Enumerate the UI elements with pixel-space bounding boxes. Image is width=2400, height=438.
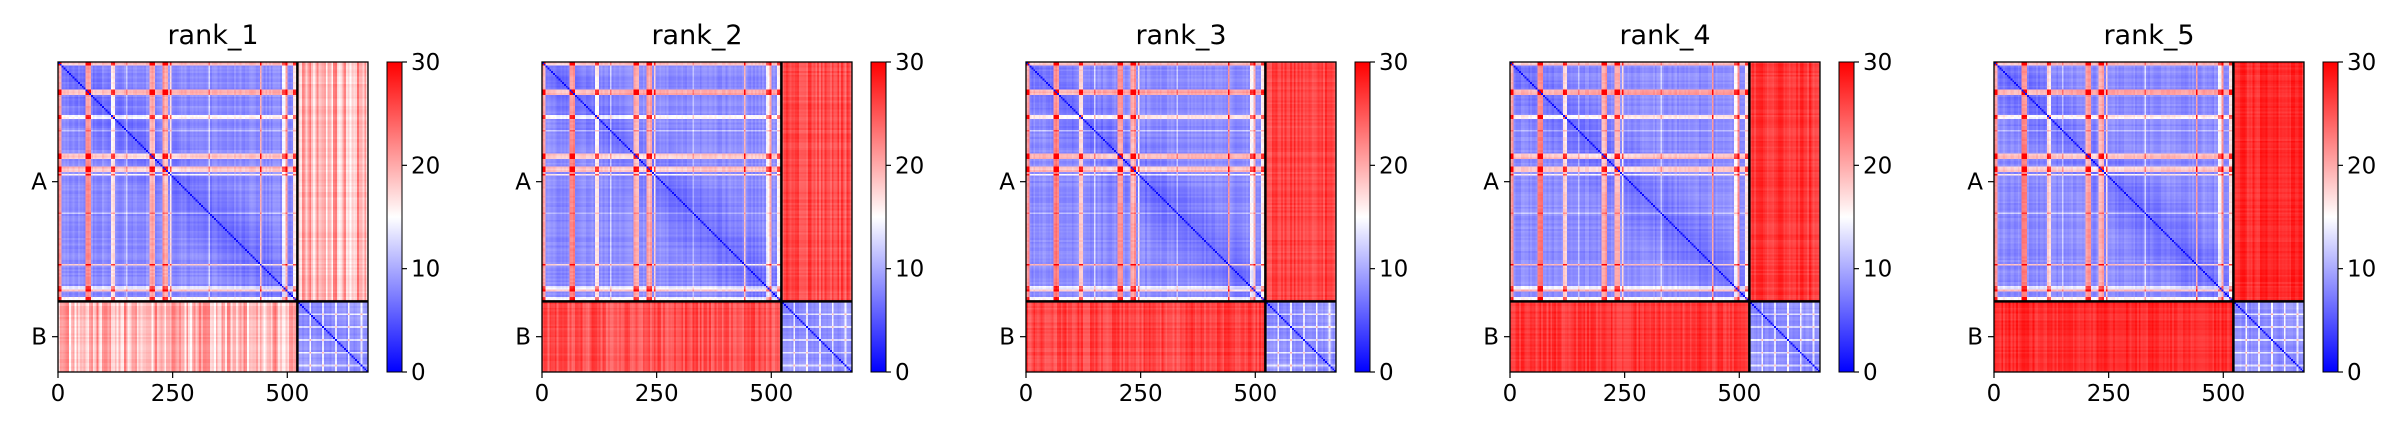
x-tick-label: 500 [1233, 381, 1277, 407]
panel-rank_1: rank_1 0 250 500 A B 0 10 20 30 [31, 20, 440, 407]
x-tick-label: 250 [151, 381, 195, 407]
colorbar-tick-label: 20 [895, 153, 924, 179]
chart-title: rank_3 [1135, 20, 1226, 51]
colorbar-frame [1354, 61, 1371, 373]
y-tick-label-B: B [515, 325, 531, 351]
axes-frame [1993, 61, 2305, 373]
panel-rank_4: rank_4 0 250 500 A B 0 10 20 30 [1483, 20, 1892, 407]
colorbar-tick-label: 20 [1379, 153, 1408, 179]
x-tick-label: 0 [51, 381, 66, 407]
x-tick-label: 250 [635, 381, 679, 407]
axes-frame [57, 61, 369, 373]
colorbar-tick-label: 30 [895, 50, 924, 76]
panel-rank_3: rank_3 0 250 500 A B 0 10 20 30 [999, 20, 1408, 407]
x-tick-label: 0 [535, 381, 550, 407]
colorbar-tick-label: 10 [411, 257, 440, 283]
axes-frame [541, 61, 853, 373]
pae-heatmap [542, 62, 852, 372]
x-tick-label: 250 [2087, 381, 2131, 407]
x-tick-label: 500 [2201, 381, 2245, 407]
chart-title: rank_1 [167, 20, 258, 51]
colorbar-tick-label: 0 [1863, 360, 1878, 386]
colorbar-tick-label: 10 [895, 257, 924, 283]
panel-rank_5: rank_5 0 250 500 A B 0 10 20 30 [1967, 20, 2376, 407]
colorbar [387, 62, 402, 372]
colorbar-frame [870, 61, 887, 373]
x-tick-label: 500 [749, 381, 793, 407]
y-tick-label-A: A [515, 170, 531, 196]
colorbar-frame [1838, 61, 1855, 373]
pae-heatmap [1994, 62, 2304, 372]
colorbar [1839, 62, 1854, 372]
y-tick-label-A: A [31, 170, 47, 196]
y-tick-label-A: A [999, 170, 1015, 196]
x-tick-label: 0 [1019, 381, 1034, 407]
x-tick-label: 500 [265, 381, 309, 407]
colorbar-tick-label: 20 [1863, 153, 1892, 179]
panel-rank_2: rank_2 0 250 500 A B 0 10 20 30 [515, 20, 924, 407]
colorbar-frame [386, 61, 403, 373]
y-tick-label-B: B [999, 325, 1015, 351]
colorbar-tick-label: 30 [411, 50, 440, 76]
colorbar-tick-label: 30 [2347, 50, 2376, 76]
x-tick-label: 250 [1119, 381, 1163, 407]
colorbar [871, 62, 886, 372]
pae-heatmap [1510, 62, 1820, 372]
y-tick-label-B: B [1967, 325, 1983, 351]
colorbar [2323, 62, 2338, 372]
colorbar-tick-label: 10 [1863, 257, 1892, 283]
y-tick-label-B: B [1483, 325, 1499, 351]
chart-title: rank_5 [2103, 20, 2194, 51]
y-tick-label-A: A [1483, 170, 1499, 196]
colorbar-tick-label: 0 [2347, 360, 2362, 386]
chart-title: rank_4 [1619, 20, 1710, 51]
chart-title: rank_2 [651, 20, 742, 51]
colorbar [1355, 62, 1370, 372]
colorbar-frame [2322, 61, 2339, 373]
pae-heatmap [1026, 62, 1336, 372]
x-tick-label: 250 [1603, 381, 1647, 407]
x-tick-label: 0 [1987, 381, 2002, 407]
colorbar-tick-label: 30 [1863, 50, 1892, 76]
pae-heatmap [58, 62, 368, 372]
y-tick-label-B: B [31, 325, 47, 351]
colorbar-tick-label: 20 [411, 153, 440, 179]
x-tick-label: 0 [1503, 381, 1518, 407]
colorbar-tick-label: 0 [411, 360, 426, 386]
axes-frame [1025, 61, 1337, 373]
axes-frame [1509, 61, 1821, 373]
colorbar-tick-label: 10 [2347, 257, 2376, 283]
y-tick-label-A: A [1967, 170, 1983, 196]
x-tick-label: 500 [1717, 381, 1761, 407]
colorbar-tick-label: 0 [895, 360, 910, 386]
colorbar-tick-label: 10 [1379, 257, 1408, 283]
colorbar-tick-label: 0 [1379, 360, 1394, 386]
colorbar-tick-label: 20 [2347, 153, 2376, 179]
colorbar-tick-label: 30 [1379, 50, 1408, 76]
